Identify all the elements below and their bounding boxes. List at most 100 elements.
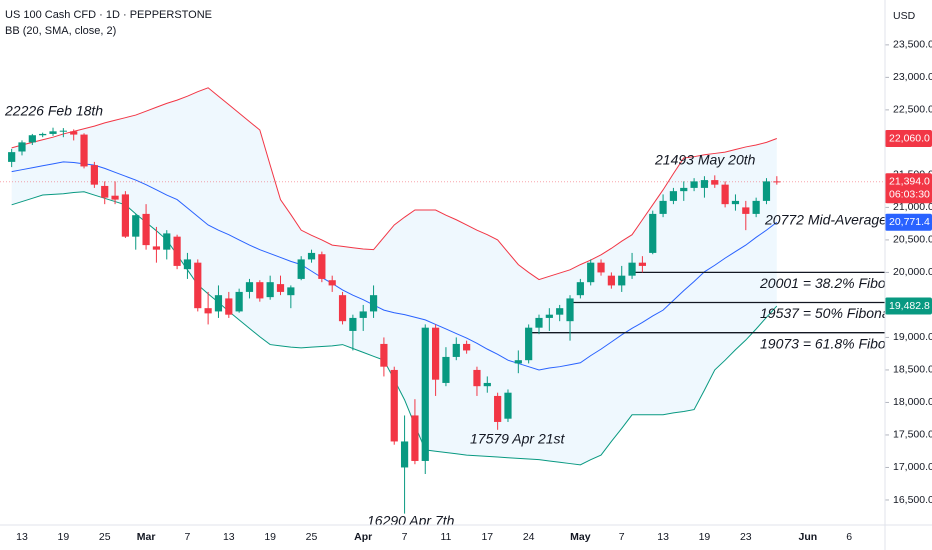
band-fill xyxy=(11,87,777,465)
price-label: 19,482.8 xyxy=(889,300,930,312)
candle-body xyxy=(762,181,771,201)
price-label-time: 06:03:30 xyxy=(889,189,930,201)
candle-body xyxy=(39,133,47,136)
candle-body xyxy=(59,130,67,132)
y-tick-label: 19,000.0 xyxy=(893,331,932,343)
candle-body xyxy=(80,134,88,167)
annotation: 16290 Apr 7th xyxy=(367,513,455,529)
candle-body xyxy=(669,191,678,201)
y-tick-label: 23,000.0 xyxy=(893,71,932,83)
candle-body xyxy=(680,187,688,192)
candle-body xyxy=(132,215,140,237)
candle-body xyxy=(359,311,367,318)
price-label: 21,394.0 xyxy=(889,176,930,188)
candle-body xyxy=(256,282,264,299)
candle-body xyxy=(432,327,440,380)
x-tick-label: 7 xyxy=(402,531,408,543)
candle-body xyxy=(442,356,450,383)
x-tick-label: Mar xyxy=(137,531,156,543)
candle-body xyxy=(659,200,667,214)
x-tick-label: Jun xyxy=(799,531,818,543)
candle-body xyxy=(556,308,564,315)
x-tick-label: 19 xyxy=(699,531,711,543)
candle-body xyxy=(111,195,119,200)
x-tick-label: 25 xyxy=(306,531,318,543)
candle-body xyxy=(235,291,243,312)
x-tick-label: 7 xyxy=(619,531,625,543)
candle-body xyxy=(576,282,584,296)
candle-body xyxy=(731,200,740,205)
price-label-box xyxy=(885,129,932,147)
x-tick-label: 17 xyxy=(481,531,493,543)
candle-body xyxy=(400,441,409,468)
candle-body xyxy=(618,275,626,286)
candle-body xyxy=(318,254,326,279)
candle-body xyxy=(452,343,460,357)
candle-body xyxy=(411,415,419,461)
band-middle xyxy=(11,161,778,371)
x-tick-label: May xyxy=(570,531,591,543)
candle-body xyxy=(70,131,78,135)
candle-body xyxy=(504,392,512,419)
fib-label: 19073 = 61.8% Fibonacc xyxy=(760,335,915,351)
x-tick-label: 7 xyxy=(185,531,191,543)
x-tick-label: 13 xyxy=(223,531,235,543)
candle-body xyxy=(700,180,709,188)
annotation: 20772 Mid-Average xyxy=(764,212,887,228)
candle-body xyxy=(349,317,357,331)
y-tick-label: 20,500.0 xyxy=(893,234,932,246)
candle-body xyxy=(597,262,605,273)
candle-body xyxy=(421,327,429,461)
y-tick-label: 21,000.0 xyxy=(893,201,932,213)
candle-body xyxy=(711,180,719,185)
x-tick-label: 11 xyxy=(440,531,451,543)
y-tick-label: 22,500.0 xyxy=(893,104,932,116)
candle-body xyxy=(545,314,553,318)
candle-body xyxy=(163,233,171,250)
candle-body xyxy=(8,152,16,162)
candle-body xyxy=(514,360,522,364)
x-tick-label: 13 xyxy=(16,531,28,543)
candle-body xyxy=(649,213,657,253)
plot-area: 20001 = 38.2% Fibonacc 19537 = 50% Fibona… xyxy=(0,87,915,529)
y-tick-label: 23,500.0 xyxy=(893,39,932,51)
x-tick-label: Apr xyxy=(354,531,372,543)
candle-body xyxy=(473,369,481,387)
price-label: 20,771.4 xyxy=(889,216,930,228)
candle-body xyxy=(152,246,161,250)
candle-body xyxy=(225,298,233,315)
candle-body xyxy=(266,282,274,298)
candle-body xyxy=(773,181,781,183)
candle-body xyxy=(183,259,192,270)
annotation: 17579 Apr 21st xyxy=(470,431,566,447)
y-tick-label: 17,000.0 xyxy=(893,461,932,473)
candle-body xyxy=(566,298,574,322)
x-tick-label: 24 xyxy=(523,531,535,543)
price-label-box xyxy=(885,173,932,204)
candle-body xyxy=(142,213,150,246)
candle-body xyxy=(494,395,502,422)
candle-body xyxy=(628,262,636,276)
y-tick-label: 17,500.0 xyxy=(893,429,932,441)
candle-body xyxy=(49,131,57,134)
candle-body xyxy=(607,275,615,286)
y-tick-label: 16,500.0 xyxy=(893,494,932,506)
annotation: 22226 Feb 18th xyxy=(4,103,103,119)
x-tick-label: 19 xyxy=(264,531,276,543)
candle-body xyxy=(173,236,181,266)
candle-body xyxy=(307,252,316,260)
candle-body xyxy=(204,308,212,314)
price-axis: 16,500.0 17,000.0 17,500.0 18,000.0 18,500.0… xyxy=(885,39,932,506)
candle-body xyxy=(328,280,336,286)
fib-label: 20001 = 38.2% Fibonacc xyxy=(759,275,915,291)
candle-body xyxy=(525,327,533,361)
band-upper xyxy=(11,87,777,281)
x-tick-label: 23 xyxy=(740,531,752,543)
y-tick-label: 18,000.0 xyxy=(893,396,932,408)
candle-body xyxy=(638,262,646,266)
fib-label: 19537 = 50% Fibonacci xyxy=(760,305,908,321)
x-tick-label: 13 xyxy=(657,531,669,543)
candle-body xyxy=(245,282,254,292)
y-tick-label: 20,000.0 xyxy=(893,266,932,278)
candle-body xyxy=(276,284,285,292)
